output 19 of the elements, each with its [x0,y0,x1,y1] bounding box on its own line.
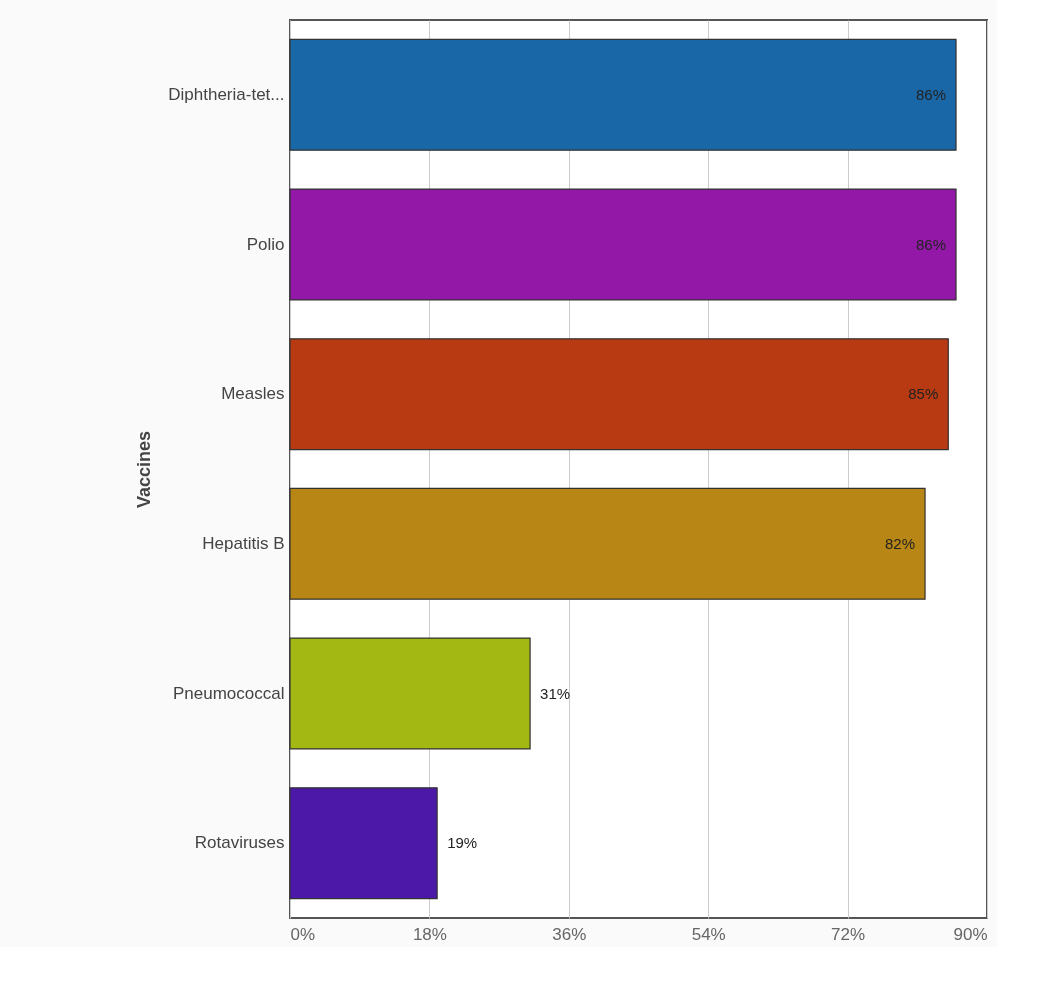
x-tick-label: 90% [953,924,988,944]
x-tick-label: 54% [691,924,726,944]
y-tick-label: Measles [221,384,285,404]
y-tick-label: Rotaviruses [194,833,285,853]
y-tick-label: Hepatitis B [202,533,285,553]
x-tick-label: 0% [290,924,316,944]
x-tick-label: 18% [412,924,447,944]
y-tick-label: Diphtheria-tet... [168,84,285,104]
y-tick-label: Pneumococcal [172,683,285,703]
data-label: 86% [915,235,947,253]
data-label: 86% [915,85,947,103]
x-tick-label: 72% [831,924,866,944]
x-tick-label: 36% [552,924,587,944]
y-axis-title: Vaccines [134,430,155,509]
data-label: 85% [908,385,939,403]
y-tick-label: Polio [246,234,285,254]
data-label: 31% [540,684,571,702]
data-label: 82% [885,534,916,552]
data-label: 19% [447,834,478,852]
